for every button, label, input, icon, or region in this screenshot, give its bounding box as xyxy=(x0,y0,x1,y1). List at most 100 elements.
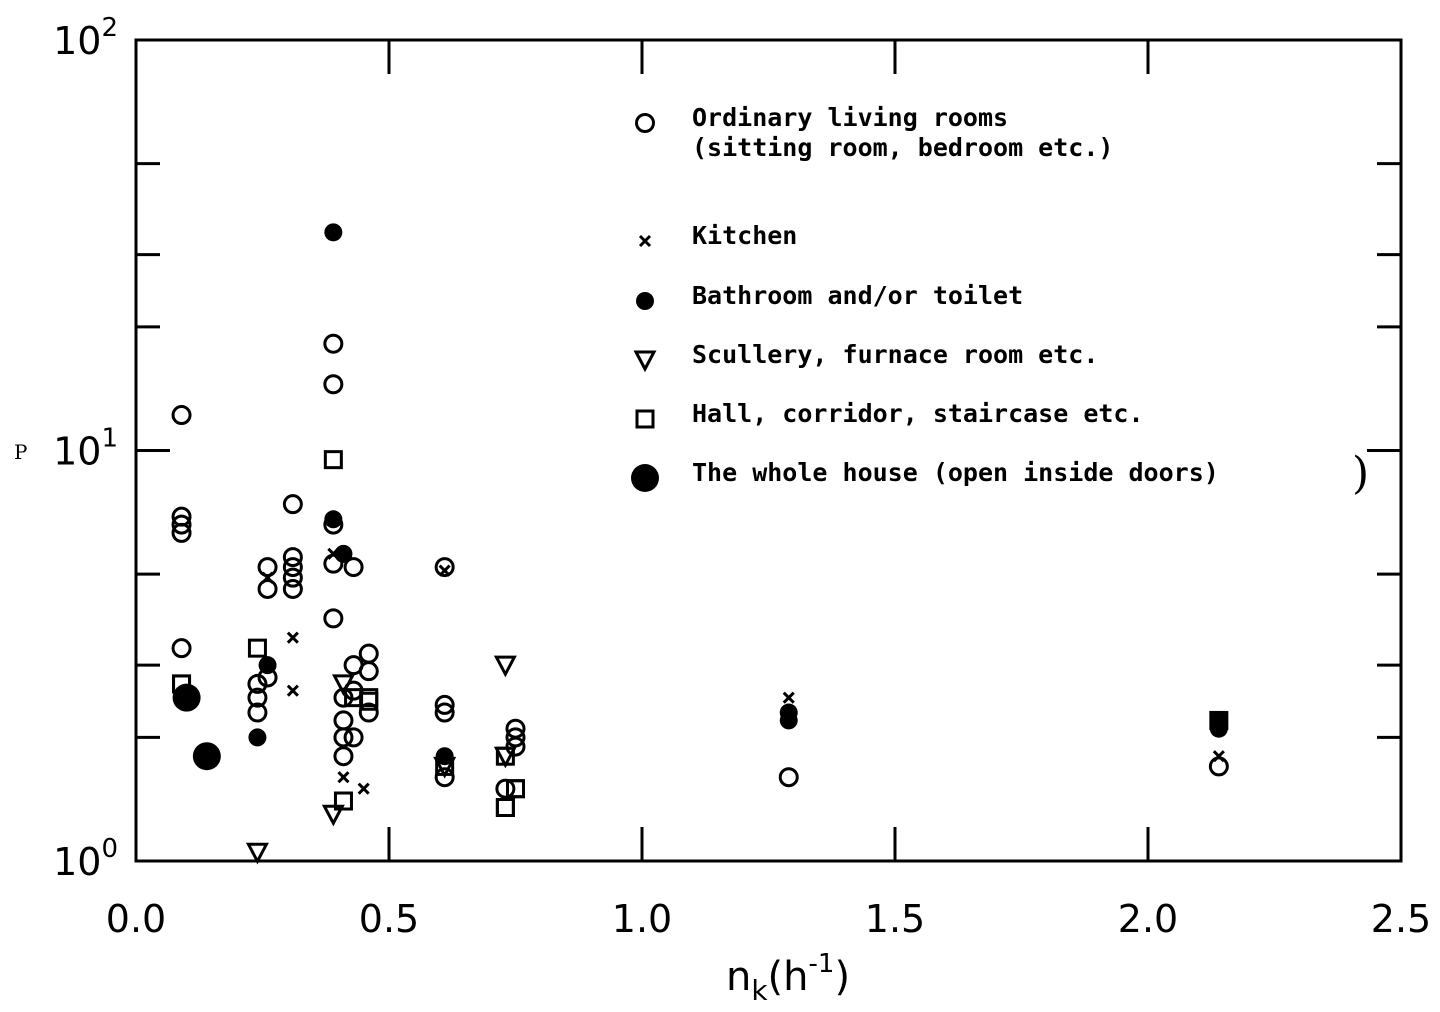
point-series-4 xyxy=(495,746,515,766)
point-series-0 xyxy=(171,514,192,535)
x-tick-label: 1.0 xyxy=(612,897,672,941)
point-series-0 xyxy=(333,746,354,767)
point-series-1 xyxy=(261,571,274,584)
point-series-0 xyxy=(282,578,303,599)
axis-labels: nk(h-1) P xyxy=(14,440,850,1007)
legend-label-0: Ordinary living rooms xyxy=(692,103,1008,132)
point-series-5 xyxy=(192,742,221,771)
point-series-4 xyxy=(333,791,353,811)
x-stroke xyxy=(261,571,274,584)
x-tick-label: 0.0 xyxy=(106,897,166,941)
data-points xyxy=(171,223,1229,865)
legend-label-2: Bathroom and/or toilet xyxy=(692,281,1023,310)
point-series-2 xyxy=(324,223,343,242)
point-series-0 xyxy=(358,661,379,682)
x-stroke xyxy=(286,684,299,697)
point-series-2 xyxy=(779,711,798,730)
y-tick-label: 101 xyxy=(53,424,118,474)
point-series-1 xyxy=(357,782,370,795)
point-series-0 xyxy=(171,638,192,659)
point-series-0 xyxy=(343,557,364,578)
point-series-0 xyxy=(323,333,344,354)
point-series-0 xyxy=(247,702,268,723)
point-series-1 xyxy=(286,631,299,644)
legend-marker-3 xyxy=(633,350,657,373)
legend-label-1: Kitchen xyxy=(692,221,797,250)
point-series-0 xyxy=(333,727,354,748)
x-stroke xyxy=(438,564,451,577)
x-stroke xyxy=(782,691,795,704)
x-stroke xyxy=(337,771,350,784)
point-series-0 xyxy=(434,694,455,715)
point-series-0 xyxy=(434,557,455,578)
legend: Ordinary living rooms(sitting room, bedr… xyxy=(631,103,1219,492)
point-series-5 xyxy=(172,683,201,712)
legend-label-0: (sitting room, bedroom etc.) xyxy=(692,133,1113,162)
point-series-2 xyxy=(248,728,267,747)
x-tick-label: 0.5 xyxy=(359,897,419,941)
point-series-2 xyxy=(324,510,343,529)
point-series-2 xyxy=(258,656,277,675)
point-series-1 xyxy=(1212,750,1225,763)
point-series-4 xyxy=(323,450,343,470)
point-series-0 xyxy=(171,522,192,543)
legend-marker-2 xyxy=(636,292,654,310)
legend-bracket: ) xyxy=(1352,448,1369,499)
point-series-0 xyxy=(247,673,268,694)
point-series-0 xyxy=(282,567,303,588)
legend-marker-5 xyxy=(631,464,659,492)
point-series-0 xyxy=(247,687,268,708)
point-series-4 xyxy=(506,779,525,799)
y-tick-label: 102 xyxy=(53,13,118,63)
point-series-0 xyxy=(358,702,379,723)
point-series-0 xyxy=(505,727,526,748)
y-axis-label: P xyxy=(14,440,27,464)
axis-ticks xyxy=(136,38,1401,863)
point-series-0 xyxy=(434,702,455,723)
point-series-4 xyxy=(495,797,515,817)
x-stroke xyxy=(286,631,299,644)
point-series-0 xyxy=(358,643,379,664)
legend-label-5: The whole house (open inside doors) xyxy=(692,458,1219,487)
point-series-0 xyxy=(1208,756,1229,777)
y-tick-label: 100 xyxy=(53,834,118,884)
x-tick-label: 2.0 xyxy=(1118,897,1178,941)
point-series-1 xyxy=(782,691,795,704)
point-series-2 xyxy=(334,544,353,563)
x-stroke xyxy=(357,782,370,795)
point-series-4 xyxy=(435,756,455,776)
x-stroke xyxy=(1212,750,1225,763)
point-series-0 xyxy=(257,578,278,599)
legend-label-3: Scullery, furnace room etc. xyxy=(692,340,1098,369)
point-series-0 xyxy=(333,710,354,731)
point-series-2 xyxy=(435,747,454,766)
legend-marker-1 xyxy=(638,234,652,248)
point-series-0 xyxy=(282,494,303,515)
x-axis-label: nk(h-1) xyxy=(726,949,850,1007)
point-series-3 xyxy=(321,804,345,827)
legend-marker-0 xyxy=(635,113,655,133)
point-series-0 xyxy=(323,608,344,629)
point-series-0 xyxy=(282,557,303,578)
point-series-4 xyxy=(247,638,267,658)
point-series-3 xyxy=(493,746,517,769)
point-series-0 xyxy=(323,374,344,395)
point-series-0 xyxy=(257,557,278,578)
point-series-0 xyxy=(282,547,303,568)
point-series-3 xyxy=(245,842,269,865)
point-series-3 xyxy=(331,674,355,697)
x-tick-label: 1.5 xyxy=(865,897,925,941)
point-series-0 xyxy=(778,767,799,788)
point-series-1 xyxy=(337,771,350,784)
point-series-4 xyxy=(495,797,515,817)
point-series-4 xyxy=(1209,710,1229,730)
point-series-1 xyxy=(286,684,299,697)
point-series-4 xyxy=(359,691,379,711)
legend-marker-4 xyxy=(635,409,655,429)
x-stroke xyxy=(638,234,652,248)
point-series-0 xyxy=(505,736,526,757)
legend-label-4: Hall, corridor, staircase etc. xyxy=(692,399,1144,428)
point-series-0 xyxy=(171,405,192,426)
point-series-1 xyxy=(438,564,451,577)
